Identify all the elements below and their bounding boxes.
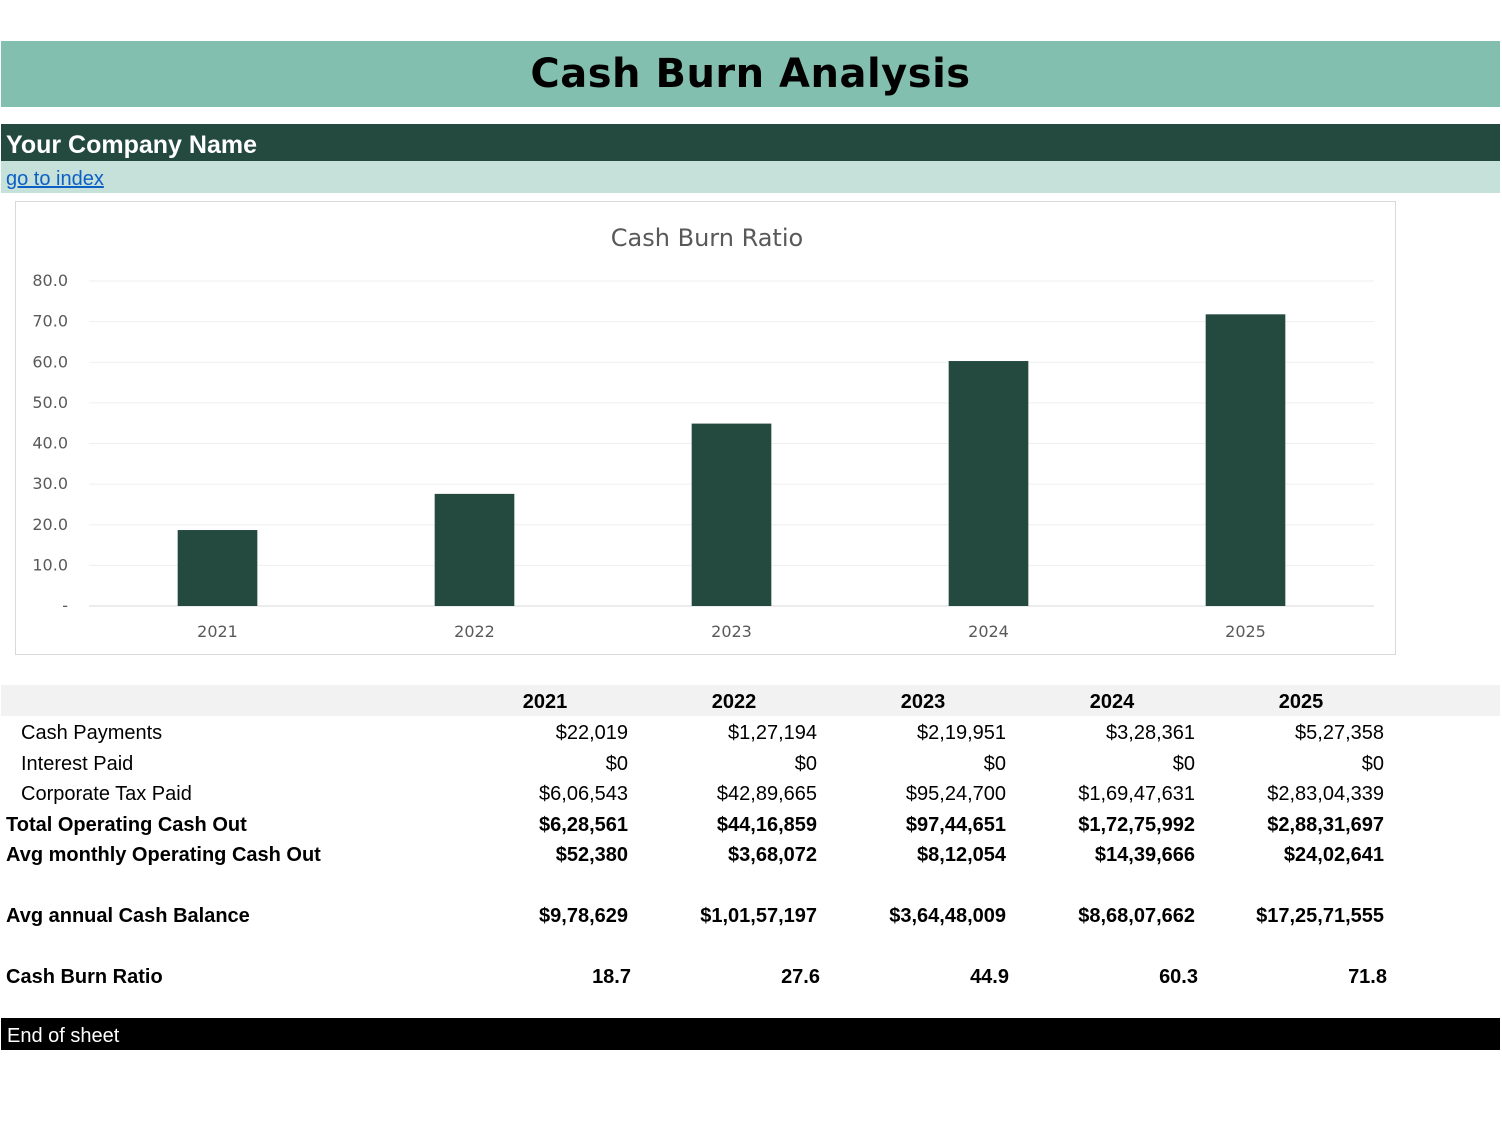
table-row-cash-payments: Cash Payments $22,019 $1,27,194 $2,19,95… (1, 716, 1500, 747)
table-cell: $2,19,951 (917, 722, 1006, 744)
row-label: Interest Paid (21, 752, 134, 775)
x-tick-label: 2021 (197, 622, 238, 641)
table-cell: $1,01,57,197 (700, 905, 817, 927)
data-table: 2021 2022 2023 2024 2025 Cash Payments $… (1, 685, 1500, 991)
table-spacer (1, 930, 1500, 961)
company-name: Your Company Name (6, 131, 257, 159)
bar-2024 (948, 361, 1029, 606)
table-cell: $0 (1361, 752, 1384, 775)
end-of-sheet-banner: End of sheet (1, 1018, 1500, 1050)
y-tick-label: 60.0 (32, 352, 68, 371)
x-tick-label: 2024 (968, 622, 1009, 641)
table-row-interest-paid: Interest Paid $0 $0 $0 $0 $0 (1, 747, 1500, 778)
year-header: 2021 (522, 691, 568, 713)
y-tick-label: 40.0 (32, 434, 68, 453)
year-header: 2025 (1278, 691, 1324, 713)
table-cell: $95,24,700 (905, 783, 1006, 805)
table-cell: $1,27,194 (728, 722, 817, 744)
y-tick-label: - (62, 596, 68, 615)
row-label: Cash Payments (21, 722, 163, 744)
year-header: 2023 (900, 691, 946, 713)
row-label: Cash Burn Ratio (6, 966, 163, 988)
table-cell: 60.3 (1159, 966, 1198, 988)
company-banner: Your Company Name (1, 124, 1500, 161)
y-tick-label: 50.0 (32, 393, 68, 412)
table-cell: $97,44,651 (905, 813, 1006, 836)
year-header: 2024 (1089, 691, 1135, 713)
table-cell: $0 (605, 752, 628, 775)
cash-burn-chart: Cash Burn Ratio - 10.0 20.0 30.0 40.0 50.0 60.0… (15, 201, 1396, 655)
table-cell: $44,16,859 (716, 813, 817, 836)
y-tick-label: 70.0 (32, 312, 68, 331)
table-row-total-operating-cash-out: Total Operating Cash Out $6,28,561 $44,1… (1, 808, 1500, 839)
table-cell: $3,64,48,009 (889, 905, 1006, 927)
bar-2023 (691, 423, 772, 606)
table-cell: 18.7 (592, 966, 631, 988)
year-header: 2022 (711, 691, 757, 713)
table-cell: $9,78,629 (539, 905, 628, 927)
table-cell: $3,28,361 (1106, 722, 1195, 744)
table-cell: $0 (794, 752, 817, 775)
row-label: Avg annual Cash Balance (6, 905, 250, 927)
y-tick-label: 20.0 (32, 515, 68, 534)
nav-banner: go to index (1, 161, 1500, 193)
table-cell: $2,83,04,339 (1267, 783, 1384, 805)
x-tick-label: 2022 (454, 622, 495, 641)
table-cell: $52,380 (555, 844, 628, 866)
x-tick-label: 2025 (1225, 622, 1266, 641)
table-cell: $24,02,641 (1283, 844, 1384, 866)
row-label: Avg monthly Operating Cash Out (6, 844, 321, 866)
table-cell: $2,88,31,697 (1267, 813, 1384, 836)
table-cell: $6,06,543 (539, 783, 628, 805)
table-cell: $1,72,75,992 (1078, 813, 1195, 836)
table-cell: $8,68,07,662 (1078, 905, 1195, 927)
table-row-avg-monthly-operating-cash-out: Avg monthly Operating Cash Out $52,380 $… (1, 838, 1500, 869)
table-cell: $8,12,054 (917, 844, 1006, 866)
x-tick-label: 2023 (711, 622, 752, 641)
row-label: Total Operating Cash Out (6, 813, 247, 836)
chart-title: Cash Burn Ratio (611, 224, 803, 252)
table-cell: 44.9 (970, 966, 1009, 988)
table-spacer (1, 869, 1500, 900)
end-of-sheet-text: End of sheet (7, 1025, 120, 1047)
y-tick-label: 80.0 (32, 271, 68, 290)
table-cell: $3,68,072 (728, 844, 817, 866)
page-title: Cash Burn Analysis (530, 51, 971, 97)
table-row-cash-burn-ratio: Cash Burn Ratio 18.7 27.6 44.9 60.3 71.8 (1, 960, 1500, 991)
table-cell: $0 (983, 752, 1006, 775)
y-tick-label: 10.0 (32, 555, 68, 574)
bar-2022 (434, 493, 515, 606)
table-row-avg-annual-cash-balance: Avg annual Cash Balance $9,78,629 $1,01,… (1, 899, 1500, 930)
table-cell: $1,69,47,631 (1078, 783, 1195, 805)
table-cell: 71.8 (1348, 966, 1387, 988)
go-to-index-link[interactable]: go to index (6, 168, 104, 190)
table-cell: $0 (1172, 752, 1195, 775)
chart-canvas: Cash Burn Ratio - 10.0 20.0 30.0 40.0 50.0 60.0… (32, 224, 1374, 641)
table-cell: $14,39,666 (1094, 844, 1195, 866)
table-cell: $17,25,71,555 (1256, 905, 1384, 927)
table-header-row: 2021 2022 2023 2024 2025 (1, 685, 1500, 716)
row-label: Corporate Tax Paid (21, 783, 192, 805)
table-cell: 27.6 (781, 966, 820, 988)
table-cell: $5,27,358 (1295, 722, 1384, 744)
bar-2021 (177, 530, 258, 606)
table-cell: $6,28,561 (539, 813, 628, 836)
y-tick-label: 30.0 (32, 474, 68, 493)
table-cell: $22,019 (555, 722, 628, 744)
table-cell: $42,89,665 (716, 783, 817, 805)
title-banner: Cash Burn Analysis (1, 41, 1500, 107)
table-row-corporate-tax-paid: Corporate Tax Paid $6,06,543 $42,89,665 … (1, 777, 1500, 808)
bar-2025 (1205, 314, 1286, 606)
